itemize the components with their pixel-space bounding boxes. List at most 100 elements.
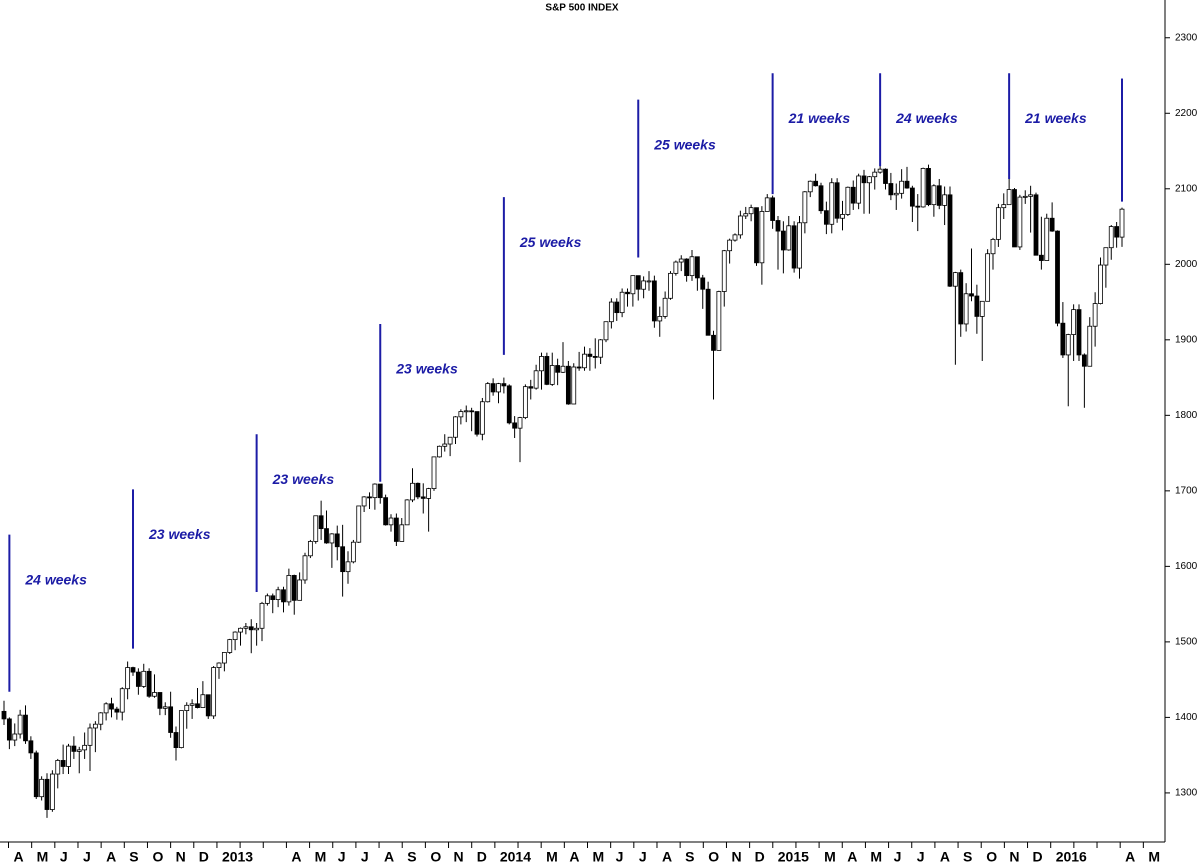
candle-body xyxy=(711,334,716,351)
candle-body xyxy=(162,706,168,709)
candle-body xyxy=(103,703,109,714)
candle-body xyxy=(485,383,491,403)
candle-body xyxy=(807,180,813,193)
candle-body xyxy=(39,778,45,798)
candle-body xyxy=(630,275,636,295)
candle-body xyxy=(694,256,700,279)
candle-body xyxy=(431,456,437,489)
candle-body xyxy=(1065,334,1071,356)
candle-body xyxy=(297,579,303,601)
candle-body xyxy=(135,671,141,687)
candle-body xyxy=(915,205,921,208)
candle-body xyxy=(512,422,518,429)
candle-body xyxy=(544,356,550,385)
x-tick-label: A xyxy=(940,849,950,865)
candle-body xyxy=(684,258,690,277)
y-tick-label: 2000 xyxy=(1175,259,1198,270)
candle-body xyxy=(775,220,781,232)
candle-body xyxy=(603,321,609,341)
candle-body xyxy=(592,356,598,358)
x-tick-label: D xyxy=(477,849,487,865)
candle-body xyxy=(1017,196,1023,248)
candle-body xyxy=(291,575,297,601)
candle-body xyxy=(877,168,883,173)
candle-body xyxy=(496,383,501,393)
candle-body xyxy=(990,238,996,255)
candle-body xyxy=(528,386,534,389)
candle-body xyxy=(436,445,442,458)
candle-body xyxy=(173,732,179,749)
candle-body xyxy=(130,667,136,673)
candle-body xyxy=(189,703,195,706)
candle-body xyxy=(963,293,969,325)
candle-body xyxy=(372,483,378,499)
candle-body xyxy=(909,187,915,207)
cycle-label: 24 weeks xyxy=(895,110,958,126)
candle-body xyxy=(1071,309,1077,335)
candle-body xyxy=(329,533,335,544)
candle-body xyxy=(883,168,888,184)
candle-body xyxy=(926,167,931,206)
x-tick-label: S xyxy=(963,849,972,865)
y-tick-label: 1300 xyxy=(1175,788,1198,799)
candle-body xyxy=(582,353,587,369)
candle-body xyxy=(651,280,657,322)
candle-body xyxy=(28,740,34,754)
candle-body xyxy=(221,652,227,664)
candle-body xyxy=(259,602,265,629)
candle-body xyxy=(281,589,286,603)
candle-body xyxy=(404,499,410,526)
candle-body xyxy=(1087,325,1093,367)
candle-body xyxy=(345,561,351,573)
candle-body xyxy=(275,589,281,600)
candle-body xyxy=(442,443,448,447)
candle-body xyxy=(152,692,157,697)
candle-body xyxy=(920,167,926,208)
candle-body xyxy=(662,297,668,317)
x-tick-label: O xyxy=(152,849,163,865)
candle-body xyxy=(952,272,958,287)
candle-body xyxy=(1001,204,1007,209)
cycle-label: 25 weeks xyxy=(653,136,716,152)
candle-body xyxy=(195,703,200,708)
candle-body xyxy=(141,670,147,687)
candle-body xyxy=(813,180,819,187)
candle-body xyxy=(947,194,953,287)
candle-body xyxy=(936,185,942,206)
x-tick-label: 2014 xyxy=(500,849,531,865)
candle-body xyxy=(764,197,770,212)
candle-body xyxy=(931,185,937,206)
candle-body xyxy=(1092,303,1098,327)
x-tick-label: A xyxy=(1125,849,1135,865)
x-tick-label: M xyxy=(593,849,605,865)
candle-body xyxy=(447,436,453,445)
candle-body xyxy=(506,385,512,424)
candle-body xyxy=(732,234,738,241)
candle-body xyxy=(829,182,835,225)
candle-body xyxy=(598,339,604,358)
candle-body xyxy=(1012,189,1017,248)
candle-body xyxy=(888,183,894,196)
x-tick-label: S xyxy=(407,849,416,865)
candle-body xyxy=(823,210,829,225)
candle-body xyxy=(1114,226,1120,238)
candle-body xyxy=(770,197,776,221)
candle-body xyxy=(109,703,114,710)
cycle-label: 21 weeks xyxy=(788,110,851,126)
candle-body xyxy=(635,275,641,290)
candle-body xyxy=(318,515,324,530)
x-tick-label: O xyxy=(430,849,441,865)
cycle-label: 23 weeks xyxy=(395,361,458,377)
cycle-label: 23 weeks xyxy=(272,471,335,487)
candle-body xyxy=(92,723,98,729)
candle-body xyxy=(426,488,432,499)
x-tick-label: A xyxy=(291,849,301,865)
candle-body xyxy=(641,280,647,290)
x-tick-label: M xyxy=(824,849,836,865)
x-tick-label: J xyxy=(616,849,624,865)
candle-body xyxy=(200,694,206,708)
x-tick-label: S xyxy=(685,849,694,865)
candle-body xyxy=(178,710,184,749)
candle-body xyxy=(614,301,620,314)
